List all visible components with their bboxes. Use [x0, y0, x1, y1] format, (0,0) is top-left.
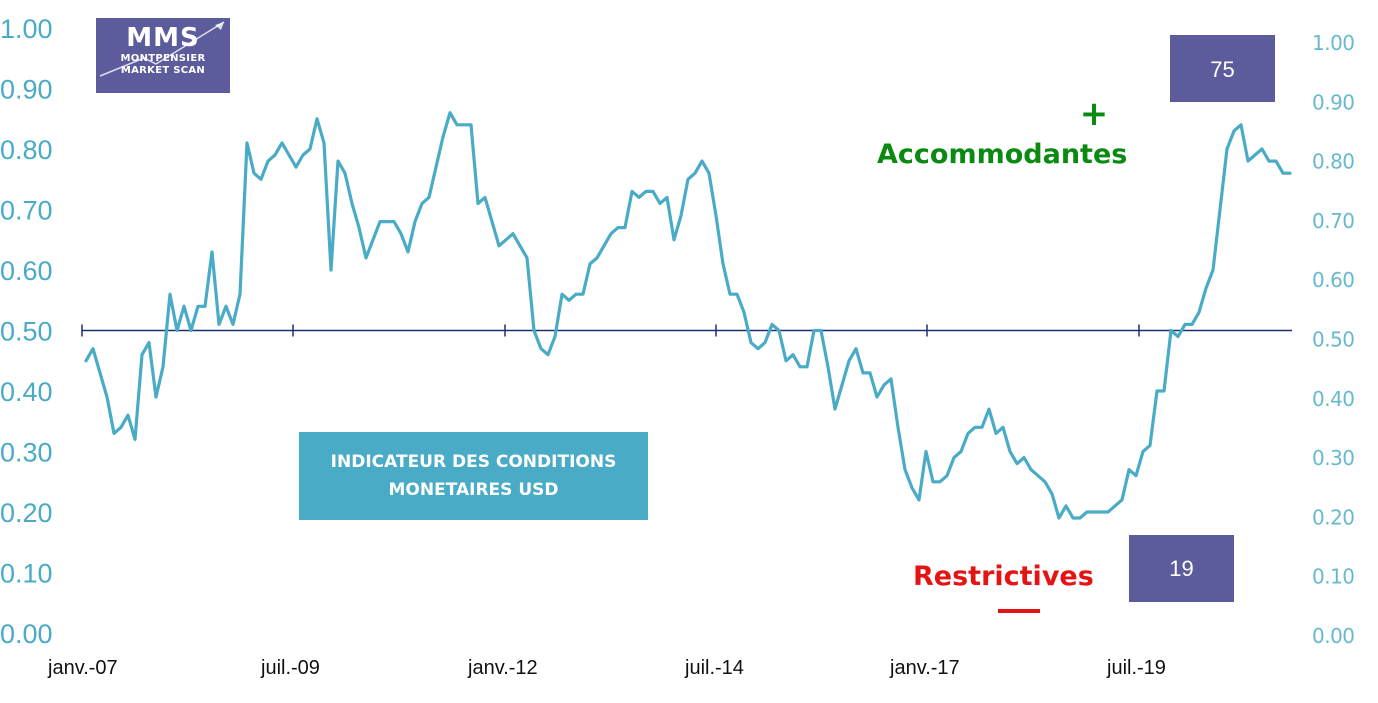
- y-tick-right: 0.50: [1312, 328, 1355, 352]
- chart-title-box: INDICATEUR DES CONDITIONS MONETAIRES USD: [299, 432, 648, 520]
- series-line: [84, 111, 1292, 520]
- y-tick-right: 1.00: [1312, 31, 1355, 55]
- y-tick-right: 0.20: [1312, 505, 1355, 529]
- logo-line-2: MARKET SCAN: [120, 65, 206, 76]
- high-value-badge: 75: [1170, 35, 1275, 102]
- x-tick-label: janv.-12: [467, 657, 538, 679]
- chart-title-line-2: MONETAIRES USD: [388, 480, 559, 500]
- series-layer: [84, 111, 1292, 520]
- y-tick-left: 1.00: [0, 14, 53, 44]
- y-tick-left: 0.70: [0, 196, 53, 226]
- accommodating-label: Accommodantes: [877, 139, 1128, 170]
- reference-axis: [81, 324, 1292, 337]
- y-tick-left: 0.90: [0, 75, 53, 105]
- mms-logo: MMS MONTPENSIER MARKET SCAN: [96, 18, 230, 93]
- x-tick-label: juil.-19: [1106, 657, 1166, 679]
- y-tick-right: 0.80: [1312, 150, 1355, 174]
- x-tick-label: juil.-09: [260, 657, 320, 679]
- restrictive-label: Restrictives: [913, 561, 1094, 592]
- x-tick-label: juil.-14: [684, 657, 744, 679]
- y-tick-left: 0.50: [0, 317, 53, 347]
- y-tick-left: 0.20: [0, 498, 53, 528]
- y-tick-left: 0.80: [0, 135, 53, 165]
- x-tick-label: janv.-17: [889, 657, 960, 679]
- y-tick-right: 0.30: [1312, 446, 1355, 470]
- y-tick-left: 0.10: [0, 559, 53, 589]
- y-tick-left: 0.30: [0, 438, 53, 468]
- logo-mark: MMS: [126, 23, 200, 53]
- plus-sign: +: [1079, 94, 1109, 134]
- y-tick-left: 0.60: [0, 256, 53, 286]
- y-axis-right: 0.00 0.10 0.20 0.30 0.40 0.50 0.60 0.70 0.80 0.90…: [1312, 31, 1355, 648]
- y-tick-right: 0.90: [1312, 90, 1355, 114]
- y-tick-right: 0.70: [1312, 209, 1355, 233]
- y-tick-right: 0.10: [1312, 565, 1355, 589]
- y-tick-right: 0.00: [1312, 624, 1355, 648]
- y-tick-left: 0.40: [0, 377, 53, 407]
- y-tick-right: 0.40: [1312, 387, 1355, 411]
- chart-title-line-1: INDICATEUR DES CONDITIONS: [330, 452, 617, 472]
- logo-line-1: MONTPENSIER: [120, 53, 206, 64]
- minus-sign: [998, 609, 1040, 613]
- low-value-badge: 19: [1129, 535, 1234, 602]
- y-tick-left: 0.00: [0, 619, 53, 649]
- y-axis-left: 0.00 0.10 0.20 0.30 0.40 0.50 0.60 0.70 0.80 0.90…: [0, 14, 53, 649]
- trend-arrow-icon: [99, 21, 225, 77]
- y-tick-right: 0.60: [1312, 268, 1355, 292]
- x-tick-label: janv.-07: [47, 657, 118, 679]
- x-axis: janv.-07 juil.-09 janv.-12 juil.-14 janv.-17…: [47, 657, 1166, 679]
